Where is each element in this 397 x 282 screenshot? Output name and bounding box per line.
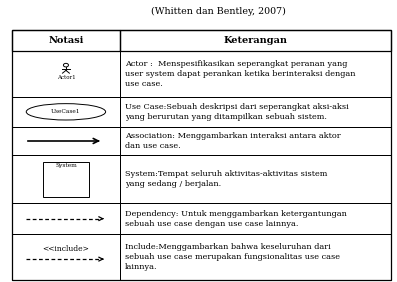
Text: Actor1: Actor1 [57, 75, 75, 80]
Text: Dependency: Untuk menggambarkan ketergantungan
sebuah use case dengan use case l: Dependency: Untuk menggambarkan ketergan… [125, 210, 347, 228]
Text: Association: Menggambarkan interaksi antara aktor
dan use case.: Association: Menggambarkan interaksi ant… [125, 132, 340, 150]
Text: Include:Menggambarkan bahwa keseluruhan dari
sebuah use case merupakan fungsiona: Include:Menggambarkan bahwa keseluruhan … [125, 243, 340, 271]
Text: (Whitten dan Bentley, 2007): (Whitten dan Bentley, 2007) [151, 7, 286, 16]
Text: System:Tempat seluruh aktivitas-aktivitas sistem
yang sedang / berjalan.: System:Tempat seluruh aktivitas-aktivita… [125, 170, 327, 188]
Text: <<include>: <<include> [42, 245, 89, 253]
Text: UseCase1: UseCase1 [51, 109, 81, 114]
Text: Notasi: Notasi [48, 36, 84, 45]
Text: System: System [55, 163, 77, 168]
Text: Keterangan: Keterangan [224, 36, 287, 45]
Text: Use Case:Sebuah deskripsi dari seperangkat aksi-aksi
yang berurutan yang ditampi: Use Case:Sebuah deskripsi dari seperangk… [125, 103, 349, 121]
Text: Actor :  Menspesifikasikan seperangkat peranan yang
user system dapat perankan k: Actor : Menspesifikasikan seperangkat pe… [125, 60, 355, 88]
